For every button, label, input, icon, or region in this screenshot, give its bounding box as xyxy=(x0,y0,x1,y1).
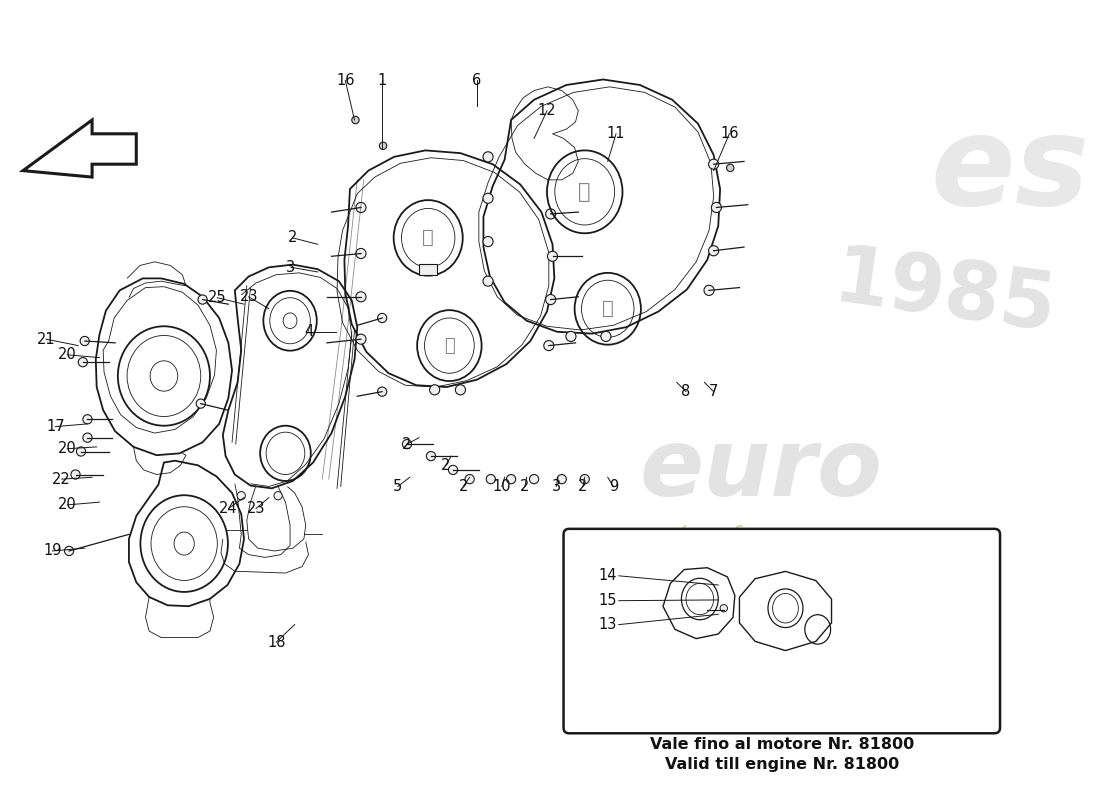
Circle shape xyxy=(720,605,727,612)
Text: 4: 4 xyxy=(304,324,313,339)
Circle shape xyxy=(356,292,366,302)
Circle shape xyxy=(548,251,558,262)
Circle shape xyxy=(198,295,207,304)
Circle shape xyxy=(546,209,556,219)
Circle shape xyxy=(78,358,88,366)
Text: 2: 2 xyxy=(441,458,450,473)
Circle shape xyxy=(708,159,718,170)
Text: 2: 2 xyxy=(403,437,411,452)
Text: 🐎: 🐎 xyxy=(422,228,435,247)
Text: 8: 8 xyxy=(681,384,691,399)
Text: 14: 14 xyxy=(598,568,617,583)
Text: 2: 2 xyxy=(459,479,468,494)
Text: 11: 11 xyxy=(607,126,625,142)
Circle shape xyxy=(82,433,92,442)
Circle shape xyxy=(80,336,89,346)
Text: euro: euro xyxy=(640,424,883,516)
Text: 5: 5 xyxy=(393,479,403,494)
Circle shape xyxy=(465,474,474,484)
Circle shape xyxy=(601,331,610,342)
Text: 19: 19 xyxy=(43,543,62,558)
Circle shape xyxy=(506,474,516,484)
Circle shape xyxy=(356,334,366,344)
Text: 1: 1 xyxy=(377,73,387,88)
Circle shape xyxy=(274,491,283,500)
Text: 3: 3 xyxy=(286,260,296,275)
Circle shape xyxy=(65,546,74,555)
Text: 23: 23 xyxy=(240,290,257,304)
Text: 15: 15 xyxy=(598,593,617,608)
Circle shape xyxy=(379,142,387,150)
Circle shape xyxy=(543,341,554,350)
Circle shape xyxy=(449,466,458,474)
Circle shape xyxy=(708,246,718,256)
Text: 20: 20 xyxy=(58,498,77,513)
Circle shape xyxy=(557,474,566,484)
Text: 2: 2 xyxy=(579,479,587,494)
Circle shape xyxy=(704,286,714,295)
Circle shape xyxy=(196,399,206,408)
Text: 23: 23 xyxy=(246,501,265,516)
Circle shape xyxy=(455,385,465,395)
Text: 3: 3 xyxy=(551,479,561,494)
Polygon shape xyxy=(23,120,136,177)
Text: Vale fino al motore Nr. 81800: Vale fino al motore Nr. 81800 xyxy=(650,737,914,752)
Text: 25: 25 xyxy=(208,290,227,306)
Text: Valid till engine Nr. 81800: Valid till engine Nr. 81800 xyxy=(664,757,899,772)
Text: 🐎: 🐎 xyxy=(444,337,454,354)
Text: 🐎: 🐎 xyxy=(602,299,614,318)
Circle shape xyxy=(238,491,245,500)
Text: 🐎: 🐎 xyxy=(579,182,591,202)
Text: 12: 12 xyxy=(538,103,557,118)
Text: 24: 24 xyxy=(219,501,238,516)
Circle shape xyxy=(483,237,493,246)
Circle shape xyxy=(377,387,387,396)
Text: 1985: 1985 xyxy=(828,241,1062,349)
Text: a passion for rare: a passion for rare xyxy=(590,525,834,553)
Circle shape xyxy=(403,439,411,449)
Circle shape xyxy=(580,474,590,484)
Text: 2: 2 xyxy=(288,230,297,246)
Circle shape xyxy=(529,474,539,484)
Circle shape xyxy=(427,451,436,461)
Circle shape xyxy=(377,314,387,322)
Text: 21: 21 xyxy=(36,332,55,346)
Text: 13: 13 xyxy=(598,617,617,632)
Text: 7: 7 xyxy=(710,384,718,399)
Text: 16: 16 xyxy=(337,73,354,88)
Bar xyxy=(419,264,438,274)
Circle shape xyxy=(726,164,734,171)
Circle shape xyxy=(76,447,86,456)
Text: 20: 20 xyxy=(58,347,77,362)
Text: 2: 2 xyxy=(520,479,529,494)
Circle shape xyxy=(546,294,556,305)
Text: 18: 18 xyxy=(267,634,286,650)
Circle shape xyxy=(82,414,92,424)
Text: 9: 9 xyxy=(608,479,618,494)
Text: 6: 6 xyxy=(472,73,482,88)
Text: 16: 16 xyxy=(720,126,738,142)
Text: 17: 17 xyxy=(46,419,65,434)
Text: 20: 20 xyxy=(58,442,77,456)
Text: es: es xyxy=(930,110,1089,231)
Text: 10: 10 xyxy=(493,479,512,494)
Circle shape xyxy=(712,202,722,213)
Circle shape xyxy=(483,194,493,203)
Circle shape xyxy=(70,470,80,479)
Circle shape xyxy=(430,385,440,395)
Circle shape xyxy=(356,202,366,213)
Circle shape xyxy=(483,152,493,162)
Circle shape xyxy=(565,331,576,342)
Circle shape xyxy=(352,116,359,124)
Text: 22: 22 xyxy=(53,472,72,486)
Circle shape xyxy=(356,249,366,258)
Circle shape xyxy=(483,276,493,286)
FancyBboxPatch shape xyxy=(563,529,1000,734)
Circle shape xyxy=(486,474,495,484)
